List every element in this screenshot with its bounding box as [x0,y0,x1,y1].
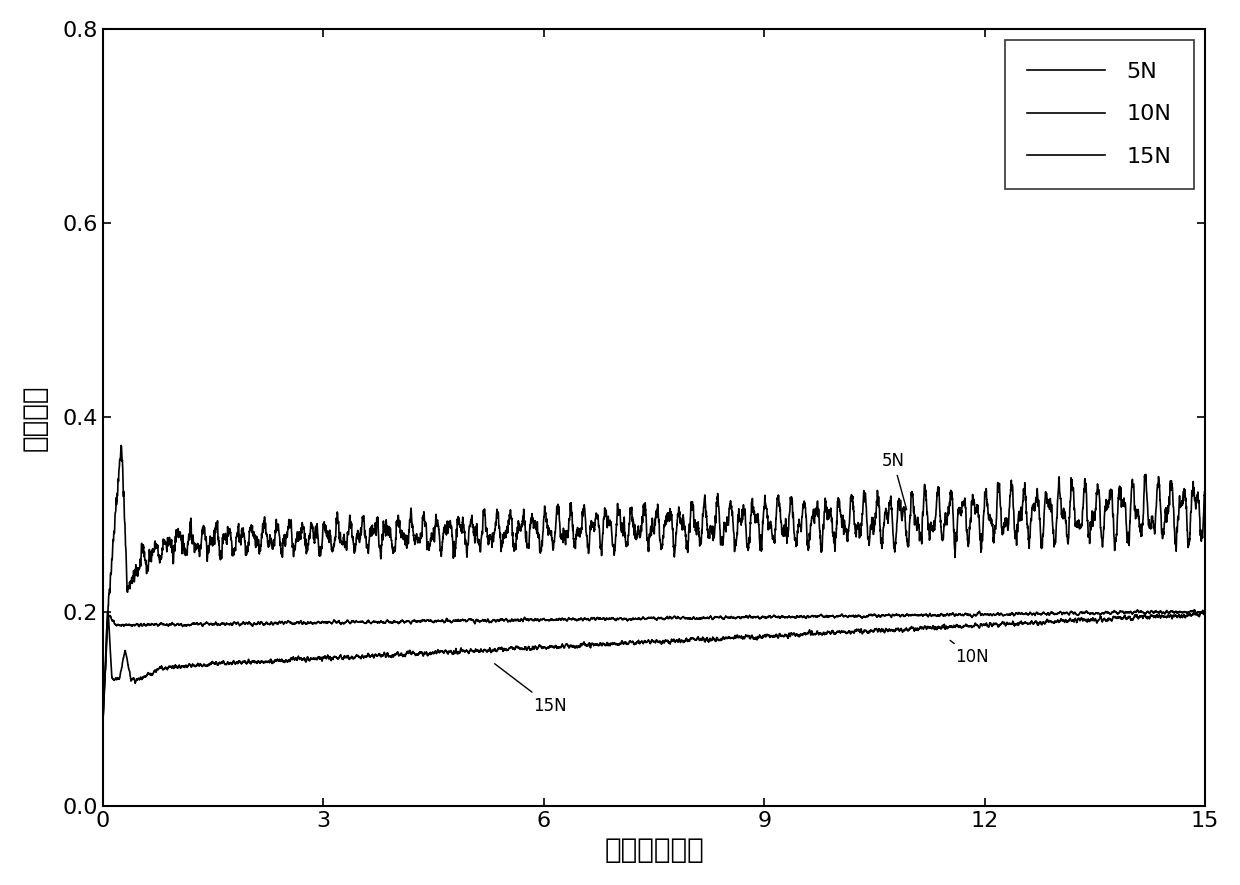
Text: 10N: 10N [950,641,988,666]
Text: 15N: 15N [495,664,567,714]
5N [1189,496,1204,506]
Y-axis label: 摩擦系数: 摩擦系数 [21,384,48,450]
15N [100,606,115,617]
10N [351,617,366,627]
15N [511,643,526,654]
15N [95,713,110,724]
15N [357,651,372,662]
Text: 5N: 5N [882,452,906,510]
10N [589,612,604,623]
5N [114,440,129,450]
Line: 5N: 5N [103,445,1205,718]
15N [589,640,604,650]
5N [357,527,372,538]
5N [511,519,526,529]
10N [363,618,378,628]
5N [363,522,378,533]
10N [95,714,110,725]
15N [1189,608,1204,619]
10N [1130,604,1145,615]
10N [357,618,372,628]
10N [1189,608,1204,619]
10N [1198,606,1213,617]
Legend: 5N, 10N, 15N: 5N, 10N, 15N [1004,40,1194,189]
5N [589,509,604,519]
15N [363,651,378,662]
15N [352,651,367,662]
5N [352,533,367,543]
10N [511,615,526,626]
15N [1198,609,1213,620]
5N [1198,482,1213,493]
Line: 10N: 10N [103,610,1205,720]
X-axis label: 时间（分钟）: 时间（分钟） [604,836,704,864]
Line: 15N: 15N [103,612,1205,719]
5N [95,712,110,723]
